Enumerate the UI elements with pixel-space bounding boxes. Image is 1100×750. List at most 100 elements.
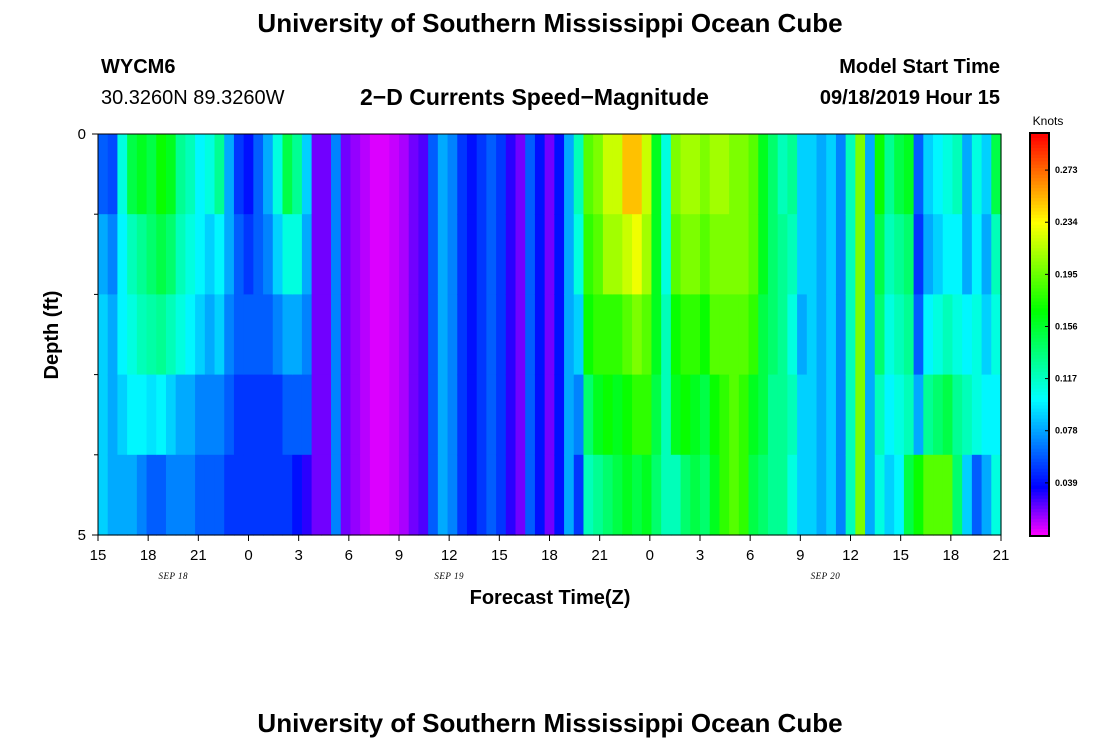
heatmap-cell (777, 374, 788, 456)
heatmap-cell (282, 374, 293, 456)
heatmap-cell (835, 294, 847, 376)
x-tick-label: 0 (244, 547, 252, 564)
heatmap-cell (165, 294, 177, 376)
heatmap-cell (311, 214, 322, 295)
heatmap-cell (767, 294, 779, 376)
heatmap-cell (136, 134, 148, 215)
heatmap-cell (767, 134, 779, 215)
heatmap-cell (447, 214, 458, 295)
colorbar-swatch (1030, 464, 1049, 469)
colorbar-swatch (1030, 428, 1049, 433)
colorbar-swatch (1030, 230, 1049, 235)
heatmap-cell (835, 134, 847, 215)
heatmap-cell (185, 374, 196, 456)
heatmap-cell (554, 374, 565, 456)
heatmap-cell (292, 134, 303, 215)
colorbar-swatch (1030, 150, 1049, 155)
heatmap-cell (399, 374, 410, 456)
colorbar-swatch (1030, 434, 1049, 439)
heatmap-cell (505, 214, 517, 295)
heatmap-cell (486, 454, 497, 536)
heatmap-cell (680, 374, 691, 456)
heatmap-cell (156, 134, 167, 215)
colorbar-swatch (1030, 484, 1049, 489)
colorbar-swatch (1030, 354, 1049, 359)
heatmap-cell (700, 134, 711, 215)
heatmap-cell (632, 134, 643, 215)
heatmap-cell (369, 134, 381, 215)
heatmap-cell (758, 374, 769, 456)
heatmap-cell (136, 294, 148, 376)
heatmap-cell (632, 374, 643, 456)
heatmap-cell (670, 134, 682, 215)
heatmap-cell (933, 374, 944, 456)
heatmap-cell (797, 214, 808, 295)
heatmap-cell (437, 134, 449, 215)
heatmap-cell (709, 294, 721, 376)
heatmap-cell (612, 454, 623, 536)
colorbar-swatch (1030, 498, 1049, 503)
heatmap-cell (156, 454, 167, 536)
heatmap-cell (573, 374, 585, 456)
heatmap-cell (942, 454, 954, 536)
heatmap-cell (729, 374, 740, 456)
heatmap-cell (185, 294, 196, 376)
heatmap-cell (496, 214, 507, 295)
heatmap-cell (117, 134, 128, 215)
heatmap-cell (282, 134, 293, 215)
heatmap-cell (214, 454, 225, 536)
heatmap-cell (661, 214, 672, 295)
heatmap-cell (748, 454, 759, 536)
heatmap-cell (894, 374, 905, 456)
heatmap-cell (806, 374, 818, 456)
heatmap-cell (933, 454, 944, 536)
heatmap-cell (835, 374, 847, 456)
heatmap-cell (369, 374, 381, 456)
heatmap-cell (855, 214, 866, 295)
heatmap-cell (165, 134, 177, 215)
heatmap-cell (971, 134, 983, 215)
colorbar-swatch (1030, 334, 1049, 339)
heatmap-cell (233, 454, 245, 536)
heatmap-cell (884, 214, 895, 295)
heatmap-cell (146, 454, 157, 536)
colorbar-swatch (1030, 518, 1049, 523)
heatmap-cell (826, 294, 837, 376)
page-title-footer: University of Southern Mississippi Ocean… (257, 708, 843, 738)
heatmap-cell (224, 374, 235, 456)
heatmap-cell (942, 374, 954, 456)
heatmap-cell (117, 294, 128, 376)
heatmap-cell (389, 294, 400, 376)
heatmap-cell (466, 134, 478, 215)
heatmap-cell (156, 214, 167, 295)
colorbar-swatch (1030, 314, 1049, 319)
heatmap-cell (321, 294, 332, 376)
heatmap-cell (564, 134, 575, 215)
heatmap-cell (981, 454, 992, 536)
heatmap-cell (195, 454, 206, 536)
heatmap-cell (797, 374, 808, 456)
x-tick-label: 21 (190, 547, 207, 564)
colorbar-swatch (1030, 321, 1049, 326)
colorbar-swatch (1030, 214, 1049, 219)
heatmap-cell (622, 294, 633, 376)
heatmap-cell (622, 374, 633, 456)
heatmap-cell (583, 454, 594, 536)
x-tick-label: 6 (746, 547, 754, 564)
heatmap-cell (913, 294, 924, 376)
colorbar-swatch (1030, 224, 1049, 229)
heatmap-cell (301, 214, 313, 295)
heatmap-cell (360, 134, 371, 215)
heatmap-cell (855, 294, 866, 376)
heatmap-cell (729, 454, 740, 536)
colorbar-swatch (1030, 524, 1049, 529)
heatmap-cell (340, 374, 352, 456)
heatmap-cell (933, 294, 944, 376)
heatmap-cell (233, 294, 245, 376)
colorbar-swatch (1030, 307, 1049, 312)
colorbar-swatch (1030, 284, 1049, 289)
heatmap-cell (185, 214, 196, 295)
heatmap-cell (253, 374, 264, 456)
heatmap-cell (350, 294, 361, 376)
heatmap-cell (476, 454, 487, 536)
